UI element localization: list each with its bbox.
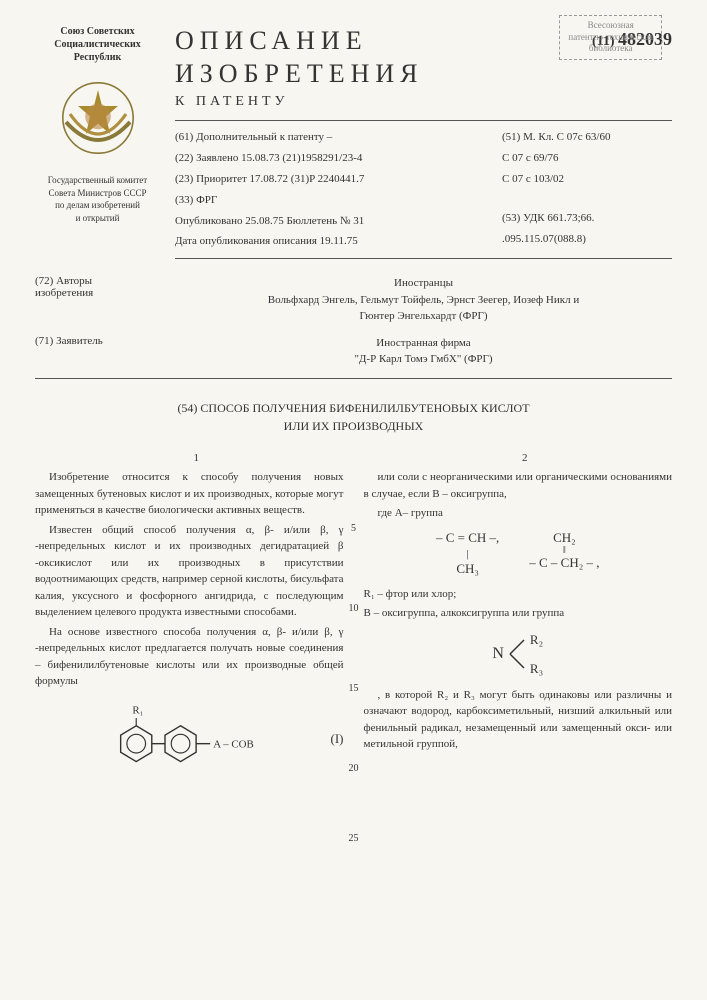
- ln: 10: [349, 604, 359, 614]
- ln: 5: [349, 524, 359, 534]
- divider: [35, 378, 672, 379]
- divider: [175, 258, 672, 259]
- authors-names: Вольфхард Энгель, Гельмут Тойфель, Эрнст…: [175, 292, 672, 325]
- main-title: ОПИСАНИЕ ИЗОБРЕТЕНИЯ: [175, 25, 424, 90]
- n-group-formula: N R₂ R₃: [364, 630, 673, 679]
- body-columns: 1 Изобретение относится к способу получе…: [35, 450, 672, 788]
- meta-pub: Опубликовано 25.08.75 Бюллетень № 31: [175, 211, 482, 232]
- authors-intro: Иностранцы: [175, 275, 672, 292]
- library-stamp: Всесоюзная патентно-техническая библиоте…: [559, 15, 662, 60]
- structural-formula-1: R₁ A – COB (I): [35, 698, 344, 780]
- f1b: – C – CH₂ – ,: [529, 555, 599, 572]
- n-label: N: [492, 642, 504, 666]
- authors-content: Иностранцы Вольфхард Энгель, Гельмут Той…: [175, 275, 672, 325]
- r1-def: R₁ – фтор или хлор;: [364, 586, 673, 603]
- formula-part-a: – C = CH –, | CH₃: [436, 530, 499, 578]
- meta-left: (61) Дополнительный к патенту – (22) Зая…: [175, 127, 482, 252]
- authors-row: (72) Авторы изобретения Иностранцы Вольф…: [35, 275, 672, 325]
- column-1: 1 Изобретение относится к способу получе…: [35, 450, 344, 788]
- para: Изобретение относится к способу получени…: [35, 469, 344, 519]
- para: На основе известного способа получения α…: [35, 624, 344, 690]
- f1a: – C = CH –,: [436, 530, 499, 547]
- b-def: B – оксигруппа, алкоксигруппа или группа: [364, 605, 673, 622]
- metadata-block: (61) Дополнительный к патенту – (22) Зая…: [175, 127, 672, 252]
- applicant-row: (71) Заявитель Иностранная фирма "Д-Р Ка…: [35, 335, 672, 368]
- applicant-name: "Д-Р Карл Томэ ГмбХ" (ФРГ): [175, 351, 672, 368]
- applicant-label: (71) Заявитель: [35, 335, 160, 347]
- angle-bracket-icon: [508, 636, 526, 672]
- left-column: Союз Советских Социалистических Республи…: [35, 25, 160, 224]
- meta-pubdesc: Дата опубликования описания 19.11.75: [175, 231, 482, 252]
- line-numbers: 5 10 15 20 25: [349, 450, 359, 844]
- svg-text:R₁: R₁: [132, 704, 143, 716]
- divider: [175, 120, 672, 121]
- meta-53: (53) УДК 661.73;66. .095.115.07(088.8): [502, 208, 672, 250]
- title-line1: ОПИСАНИЕ: [175, 25, 424, 58]
- f1a-sub: CH₃: [436, 561, 499, 578]
- stamp-line: патентно-техническая: [568, 32, 653, 44]
- ln: 25: [349, 834, 359, 844]
- ussr-label: Союз Советских Социалистических Республи…: [35, 25, 160, 64]
- para: Известен общий способ получения α, β- и/…: [35, 522, 344, 621]
- applicant-content: Иностранная фирма "Д-Р Карл Томэ ГмбХ" (…: [175, 335, 672, 368]
- stamp-line: библиотека: [568, 43, 653, 55]
- col-number: 1: [35, 450, 344, 467]
- meta-51: (51) М. Кл. C 07c 63/60 C 07 c 69/76 C 0…: [502, 127, 672, 190]
- invention-title: (54) СПОСОБ ПОЛУЧЕНИЯ БИФЕНИЛИЛБУТЕНОВЫХ…: [35, 399, 672, 435]
- formula-label: (I): [331, 729, 344, 749]
- patent-page: Всесоюзная патентно-техническая библиоте…: [0, 0, 707, 813]
- group-a-formula: – C = CH –, | CH₃ CH₂ ‖ – C – CH₂ – ,: [364, 530, 673, 578]
- header-row: Союз Советских Социалистических Республи…: [35, 25, 672, 265]
- stamp-line: Всесоюзная: [568, 20, 653, 32]
- meta-right: (51) М. Кл. C 07c 63/60 C 07 c 69/76 C 0…: [502, 127, 672, 252]
- title-line2: ИЗОБРЕТЕНИЯ: [175, 58, 424, 91]
- applicant-intro: Иностранная фирма: [175, 335, 672, 352]
- meta-61: (61) Дополнительный к патенту –: [175, 127, 482, 148]
- title-block: ОПИСАНИЕ ИЗОБРЕТЕНИЯ (11) 482039 К ПАТЕН…: [175, 25, 672, 265]
- ln: 20: [349, 764, 359, 774]
- formula-part-b: CH₂ ‖ – C – CH₂ – ,: [529, 530, 599, 572]
- para: где A– группа: [364, 505, 673, 522]
- para: , в которой R₂ и R₃ могут быть одинаковы…: [364, 687, 673, 753]
- nr2: R₂: [530, 630, 543, 650]
- committee-label: Государственный комитет Совета Министров…: [35, 174, 160, 224]
- para: или соли с неорганическими или органичес…: [364, 469, 673, 502]
- ussr-emblem-icon: [58, 78, 138, 158]
- meta-22: (22) Заявлено 15.08.73 (21)1958291/23-4: [175, 148, 482, 169]
- column-2: 2 или соли с неорганическими или органич…: [364, 450, 673, 788]
- meta-23: (23) Приоритет 17.08.72 (31)P 2240441.7: [175, 169, 482, 190]
- authors-label: (72) Авторы изобретения: [35, 275, 160, 299]
- svg-text:A – COB: A – COB: [213, 738, 253, 750]
- ln: 15: [349, 684, 359, 694]
- biphenyl-icon: R₁ A – COB: [99, 704, 259, 774]
- nr3: R₃: [530, 659, 543, 679]
- subtitle: К ПАТЕНТУ: [175, 94, 672, 110]
- meta-33: (33) ФРГ: [175, 190, 482, 211]
- col-number: 2: [364, 450, 673, 467]
